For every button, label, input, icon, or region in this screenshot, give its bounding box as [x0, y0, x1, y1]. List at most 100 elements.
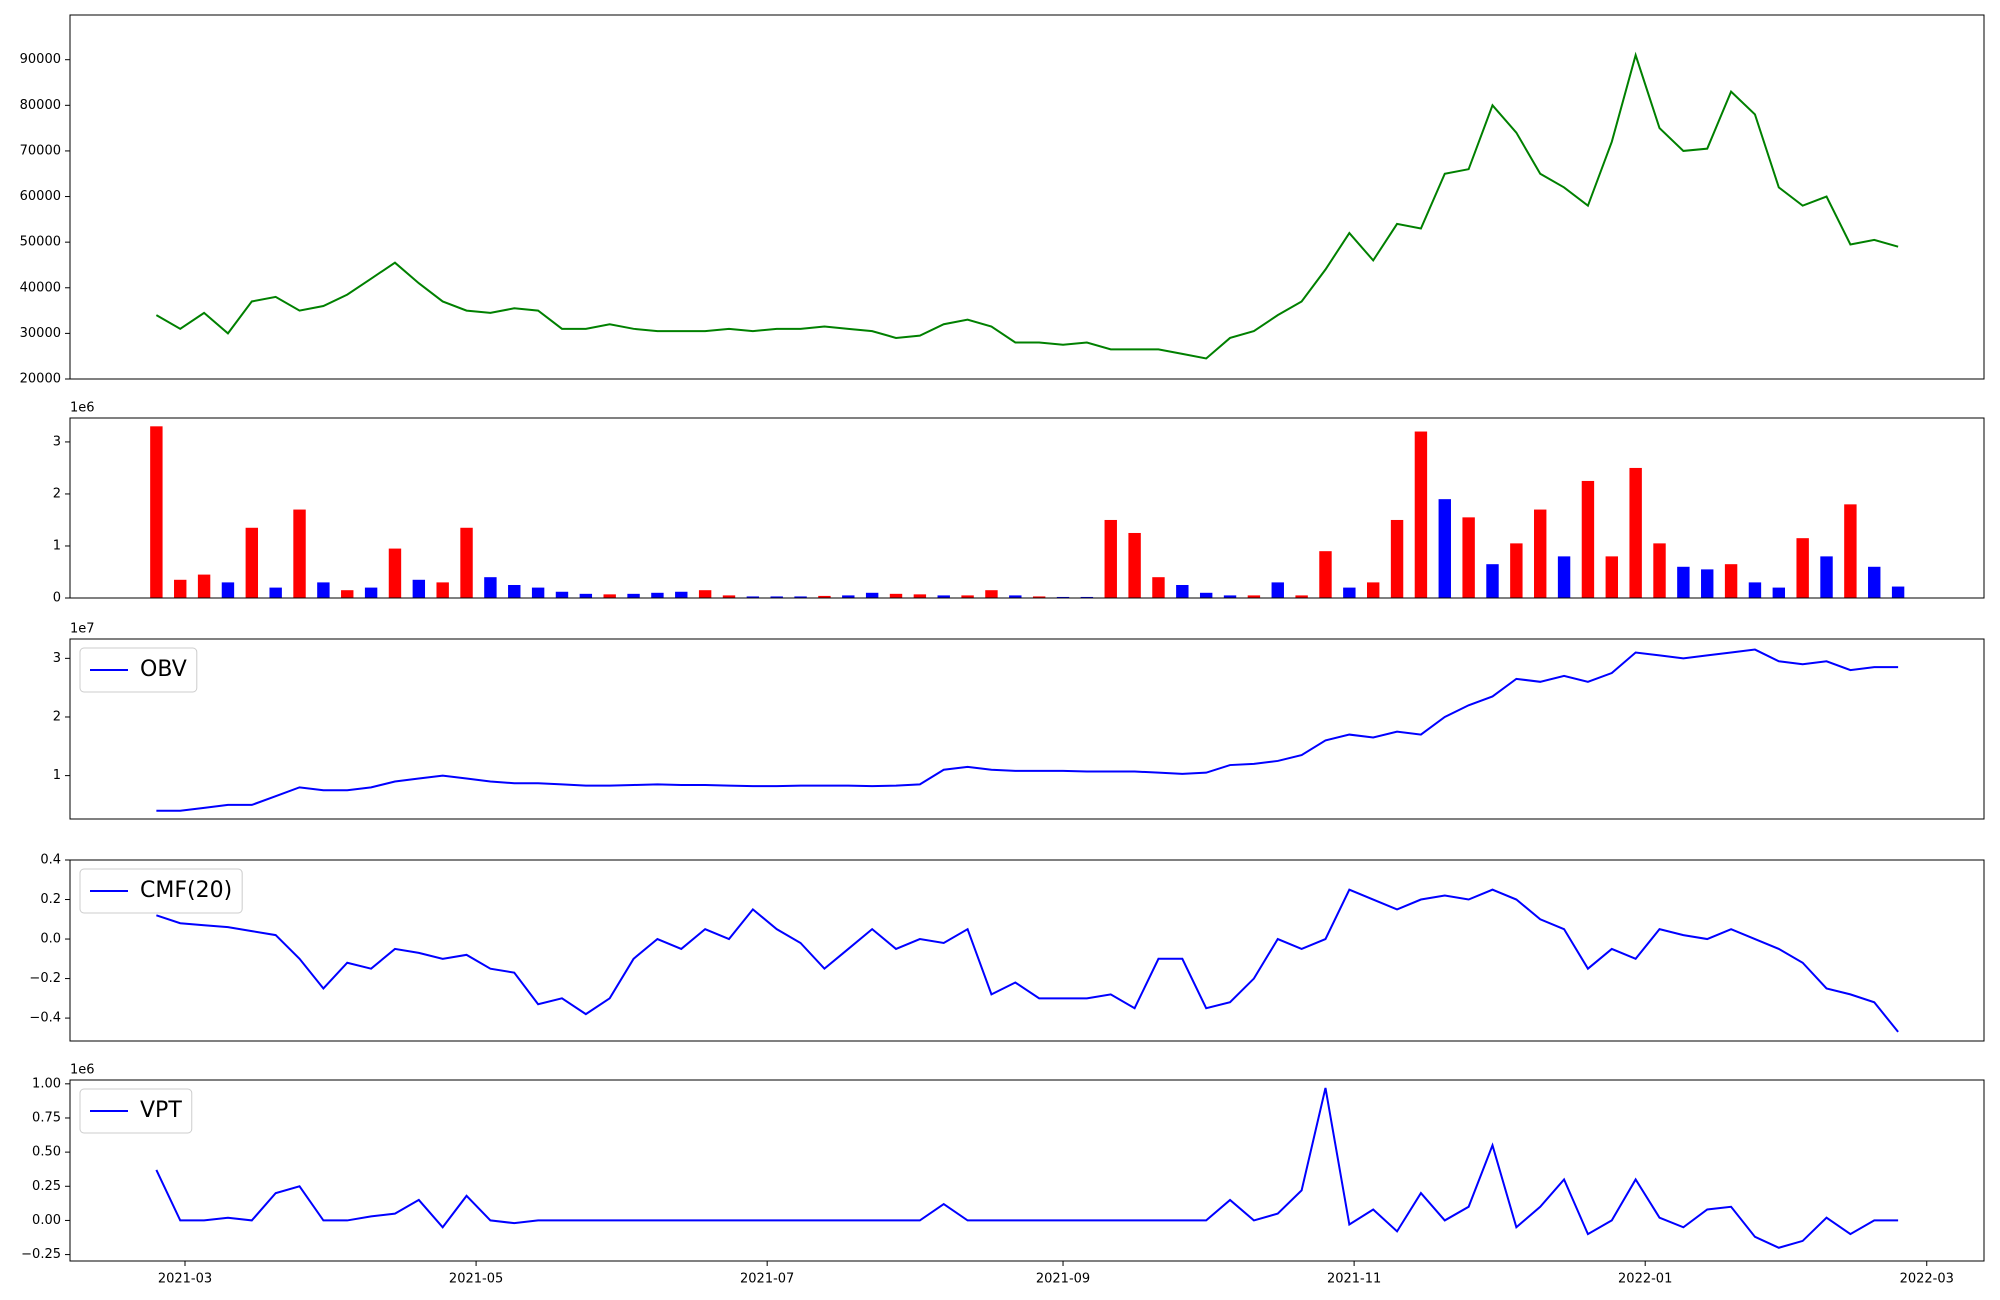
- y-tick-label: 0: [53, 591, 61, 606]
- volume-bar: [1724, 564, 1738, 598]
- volume-bar: [1605, 556, 1618, 598]
- volume-bar: [1462, 517, 1475, 598]
- y-tick-label: 1: [53, 768, 61, 783]
- y-tick-label: 1.00: [32, 1076, 61, 1091]
- volume-bar: [1414, 431, 1428, 598]
- legend-label: CMF(20): [140, 878, 232, 903]
- volume-bar: [1176, 584, 1189, 598]
- panel: −0.4 −0.2 0.0 0.2 0.4 CMF(20): [29, 853, 1985, 1042]
- volume-bar: [1772, 587, 1786, 598]
- volume-bar: [1199, 592, 1213, 598]
- legend-frame: [79, 1088, 193, 1134]
- y-tick-label: 0.25: [32, 1179, 61, 1194]
- volume-bar: [1820, 556, 1833, 598]
- volume-bar: [1557, 556, 1571, 598]
- volume-bar: [1080, 596, 1094, 598]
- y-tick-label: 1: [53, 538, 61, 553]
- panel: 20000 30000 40000 50000 60000 70000 80000 90000: [20, 14, 1985, 387]
- volume-bar: [579, 593, 593, 598]
- panel: 1 2 3 1e7 OBV: [53, 622, 1985, 820]
- volume-bar: [818, 595, 831, 598]
- x-tick-label: 2021-03: [158, 1272, 212, 1287]
- volume-bar: [1438, 499, 1451, 598]
- volume-bar: [1748, 582, 1762, 598]
- volume-bar: [722, 595, 736, 598]
- x-tick-label: 2022-03: [1900, 1272, 1954, 1287]
- series-line: [155, 1087, 1899, 1249]
- volume-bar: [1247, 595, 1261, 598]
- series-line: [156, 648, 1899, 812]
- volume-bar: [436, 582, 449, 598]
- volume-bar: [1271, 582, 1284, 598]
- volume-bar: [794, 596, 807, 598]
- y-tick-label: 50000: [20, 235, 61, 250]
- volume-bar: [1343, 587, 1356, 598]
- legend-label: VPT: [140, 1098, 182, 1123]
- volume-bar: [1319, 551, 1332, 598]
- axes-frame: [69, 1079, 1985, 1262]
- volume-bar: [293, 509, 306, 598]
- offset-label: 1e7: [70, 622, 95, 637]
- volume-bar: [1128, 532, 1141, 598]
- legend: VPT: [79, 1088, 193, 1134]
- volume-bar: [317, 582, 330, 598]
- legend: OBV: [79, 647, 198, 693]
- y-tick-label: −0.25: [21, 1247, 61, 1262]
- volume-bar: [627, 593, 640, 598]
- volume-bar: [412, 579, 426, 598]
- volume-bar: [1844, 504, 1857, 598]
- volume-bar: [388, 548, 402, 598]
- offset-label: 1e6: [70, 1063, 95, 1078]
- legend-label: OBV: [140, 657, 187, 682]
- y-tick-label: 30000: [20, 326, 61, 341]
- y-tick-label: 40000: [20, 280, 61, 295]
- y-tick-label: 0.00: [32, 1213, 61, 1228]
- x-tick-label: 2021-11: [1327, 1272, 1381, 1287]
- y-tick-label: 80000: [20, 98, 61, 113]
- volume-bar: [889, 593, 903, 598]
- volume-bar: [1653, 543, 1666, 598]
- volume-bar: [842, 595, 855, 598]
- offset-label: 1e6: [70, 401, 95, 416]
- panel: 0 1 2 3 1e6: [53, 401, 1985, 606]
- volume-bar: [1629, 467, 1642, 598]
- volume-bar: [197, 574, 211, 598]
- volume-bar: [1486, 564, 1499, 598]
- volume-bar: [221, 582, 235, 598]
- y-tick-label: 70000: [20, 143, 61, 158]
- volume-bar: [1677, 566, 1690, 598]
- series-line: [156, 888, 1899, 1033]
- legend-frame: [79, 647, 198, 693]
- y-tick-label: 0.4: [40, 853, 61, 868]
- axes-frame: [69, 14, 1985, 380]
- volume-bar: [985, 590, 998, 598]
- y-tick-label: 90000: [20, 52, 61, 67]
- volume-bar: [1581, 480, 1595, 598]
- y-tick-label: −0.2: [29, 971, 61, 986]
- volume-bar: [1223, 595, 1237, 598]
- volume-bar: [150, 426, 163, 598]
- volume-bar: [913, 594, 927, 598]
- legend-frame: [79, 868, 243, 914]
- volume-bar: [770, 596, 783, 598]
- volume-bar: [746, 596, 760, 598]
- y-tick-label: −0.4: [29, 1011, 61, 1026]
- volume-bar: [1366, 582, 1380, 598]
- volume-bar: [1104, 519, 1117, 598]
- x-tick-label: 2021-07: [740, 1272, 794, 1287]
- volume-bar: [675, 591, 688, 598]
- y-tick-label: 60000: [20, 189, 61, 204]
- volume-bar: [1510, 543, 1523, 598]
- volume-bar: [1295, 595, 1308, 598]
- series-line: [155, 51, 1899, 360]
- volume-bar: [1868, 566, 1881, 598]
- volume-bar: [698, 590, 712, 598]
- x-tick-label: 2021-09: [1036, 1272, 1090, 1287]
- volume-bar: [269, 587, 282, 598]
- volume-bar: [531, 587, 545, 598]
- volume-bar: [1390, 519, 1404, 598]
- volume-bar: [651, 592, 664, 598]
- y-tick-label: 0.0: [40, 932, 61, 947]
- volume-bar: [1056, 596, 1070, 598]
- y-tick-label: 3: [53, 651, 61, 666]
